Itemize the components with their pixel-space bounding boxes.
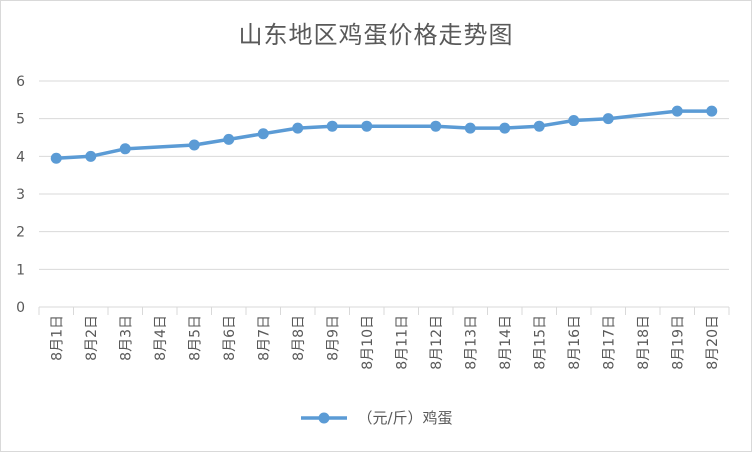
data-point — [50, 152, 62, 164]
data-point — [671, 105, 683, 117]
data-point — [257, 128, 269, 140]
data-point — [706, 105, 718, 117]
x-tick-label: 8月5日 — [187, 315, 203, 361]
x-tick-label: 8月9日 — [325, 315, 341, 361]
x-tick-label: 8月7日 — [256, 315, 272, 361]
y-tick-label: 4 — [16, 149, 25, 165]
data-point — [119, 143, 131, 155]
x-tick-label: 8月19日 — [670, 315, 686, 370]
chart-title: 山东地区鸡蛋价格走势图 — [238, 21, 514, 49]
x-tick-label: 8月11日 — [394, 315, 410, 370]
y-tick-label: 0 — [16, 300, 25, 316]
x-tick-label: 8月14日 — [498, 315, 514, 370]
data-point — [568, 115, 580, 127]
legend-line-marker-icon — [301, 412, 348, 423]
x-tick-label: 8月18日 — [636, 315, 652, 370]
x-tick-label: 8月15日 — [532, 315, 548, 370]
x-tick-label: 8月20日 — [705, 315, 721, 370]
x-tick-label: 8月4日 — [153, 315, 169, 361]
plot-area: 0 1 2 3 4 5 6 8月1日 8月2日 8月3日 8月4日 8月5日 8月6日 8月7日 8月8日 8… — [16, 74, 730, 370]
data-point — [602, 113, 614, 125]
x-tick-label: 8月13日 — [463, 315, 479, 370]
data-point — [464, 122, 476, 134]
y-tick-label: 6 — [16, 74, 25, 90]
data-point — [430, 120, 442, 132]
x-tick-label: 8月16日 — [567, 315, 583, 370]
data-point — [292, 122, 304, 134]
data-point — [223, 133, 235, 145]
data-point — [326, 120, 338, 132]
x-tick-label: 8月2日 — [84, 315, 100, 361]
data-point — [361, 120, 373, 132]
y-tick-label: 1 — [16, 262, 25, 278]
data-point — [85, 150, 97, 162]
y-tick-label: 3 — [16, 187, 25, 203]
legend: （元/斤）鸡蛋 — [1, 407, 751, 428]
x-tick-label: 8月8日 — [291, 315, 307, 361]
x-tick-label: 8月12日 — [429, 315, 445, 370]
x-tick-label: 8月1日 — [49, 315, 65, 361]
x-tick-label: 8月10日 — [360, 315, 376, 370]
data-point — [188, 139, 200, 151]
x-tick-label: 8月3日 — [118, 315, 134, 361]
data-point — [499, 122, 511, 134]
y-tick-label: 2 — [16, 225, 25, 241]
data-point — [533, 120, 545, 132]
x-tick-label: 8月17日 — [601, 315, 617, 370]
y-tick-label: 5 — [16, 112, 25, 128]
legend-label: （元/斤）鸡蛋 — [357, 409, 453, 427]
x-tick-label: 8月6日 — [222, 315, 238, 361]
